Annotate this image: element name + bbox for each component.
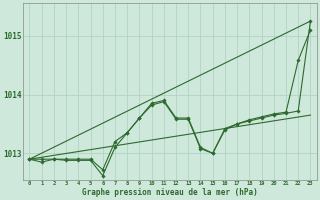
X-axis label: Graphe pression niveau de la mer (hPa): Graphe pression niveau de la mer (hPa) <box>82 188 258 197</box>
